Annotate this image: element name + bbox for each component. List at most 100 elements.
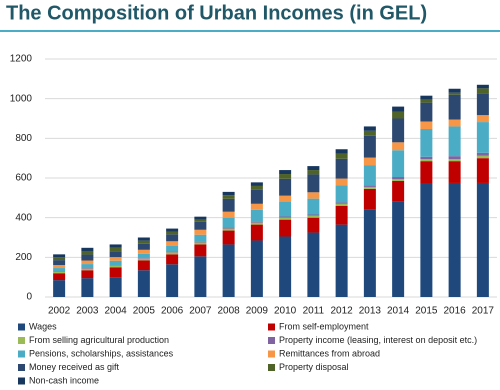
legend-label: Wages (29, 321, 57, 331)
bar-segment (420, 99, 433, 103)
bar-segment (279, 195, 292, 202)
bar-segment (166, 252, 179, 255)
bar-segment (448, 92, 461, 95)
bar-segment (363, 126, 376, 131)
bar-segment (476, 155, 489, 159)
bar-segment (392, 106, 405, 112)
bar-segment (307, 232, 320, 297)
bar-segment (448, 161, 461, 183)
bar-segment (476, 88, 489, 94)
bar-segment (448, 156, 461, 160)
bar-segment (53, 257, 66, 261)
bar-segment (137, 253, 150, 259)
bar-segment (363, 135, 376, 158)
bar-segment (250, 209, 263, 222)
bar-segment (166, 245, 179, 252)
bar-segment (109, 265, 122, 266)
bar-segment (222, 227, 235, 229)
bar-segment (109, 244, 122, 248)
bar-segment (279, 217, 292, 220)
bar-segment (420, 161, 433, 184)
bar-segment (194, 216, 207, 220)
legend-label: From selling agricultural production (29, 335, 169, 345)
bar-segment (137, 237, 150, 241)
legend-swatch (268, 323, 275, 331)
y-tick-label: 600 (15, 173, 32, 184)
bar-segment (222, 228, 235, 231)
bar-segment (81, 250, 94, 255)
bar-segment (109, 277, 122, 297)
bar-segment (420, 156, 433, 160)
bar-segment (279, 178, 292, 196)
bar-segment (53, 254, 66, 258)
x-tick-label: 2015 (415, 306, 438, 317)
bar-segment (194, 229, 207, 235)
bar-segment (194, 256, 207, 297)
bar-segment (279, 201, 292, 217)
bar-segment (222, 244, 235, 297)
legend-swatch (18, 350, 25, 358)
bar-segment (194, 241, 207, 243)
bar-segment (279, 170, 292, 175)
bar-segment (222, 195, 235, 199)
bar-segment (392, 201, 405, 297)
bar-segment (392, 180, 405, 202)
bar-segment (194, 221, 207, 230)
x-tick-label: 2002 (48, 306, 71, 317)
x-tick-label: 2016 (444, 306, 467, 317)
legend-swatch (18, 377, 25, 385)
bar-segment (420, 102, 433, 122)
x-tick-label: 2012 (331, 306, 354, 317)
legend-swatch (268, 337, 275, 344)
bar-segment (194, 234, 207, 242)
x-tick-label: 2014 (387, 306, 410, 317)
bar-segment (137, 260, 150, 271)
bar-segment (448, 119, 461, 127)
legend-swatch (18, 337, 25, 344)
bar-segment (307, 170, 320, 175)
x-tick-label: 2008 (218, 306, 241, 317)
bar-segment (81, 260, 94, 265)
bar-segment (166, 241, 179, 246)
bar-segment (476, 93, 489, 116)
bar-segment (250, 224, 263, 241)
bar-segment (166, 264, 179, 297)
legend-swatch (18, 364, 25, 371)
y-tick-label: 1200 (10, 54, 33, 65)
bar-segment (448, 182, 461, 297)
bar-segment (137, 258, 150, 261)
bar-segment (476, 84, 489, 89)
bar-segment (476, 152, 489, 156)
bar-segment (250, 185, 263, 190)
bar-segment (307, 215, 320, 218)
chart-title: The Composition of Urban Incomes (in GEL… (6, 2, 427, 24)
bar-segment (250, 203, 263, 210)
bar-segment (250, 189, 263, 204)
bar-segment (448, 94, 461, 120)
bar-segment (222, 198, 235, 212)
bar-segment (222, 191, 235, 196)
bar-segment (194, 219, 207, 222)
legend-swatch (268, 364, 275, 371)
bar-segment (109, 247, 122, 252)
bar-segment (250, 182, 263, 186)
bar-segment (53, 260, 66, 266)
bar-segment (53, 280, 66, 297)
y-tick-label: 0 (26, 292, 32, 303)
bar-segment (335, 205, 348, 225)
bar-segment (363, 188, 376, 210)
bar-segment (307, 217, 320, 233)
bar-segment (194, 242, 207, 245)
bar-segment (363, 165, 376, 186)
bar-segment (307, 166, 320, 171)
legend-label: Non-cash income (29, 375, 99, 385)
y-tick-label: 800 (15, 133, 32, 144)
bar-segment (420, 121, 433, 130)
bar-segment (420, 95, 433, 100)
bar-segment (420, 129, 433, 157)
bar-segment (279, 216, 292, 218)
bar-segment (222, 211, 235, 218)
bar-segment (307, 214, 320, 216)
bar-segment (166, 234, 179, 242)
